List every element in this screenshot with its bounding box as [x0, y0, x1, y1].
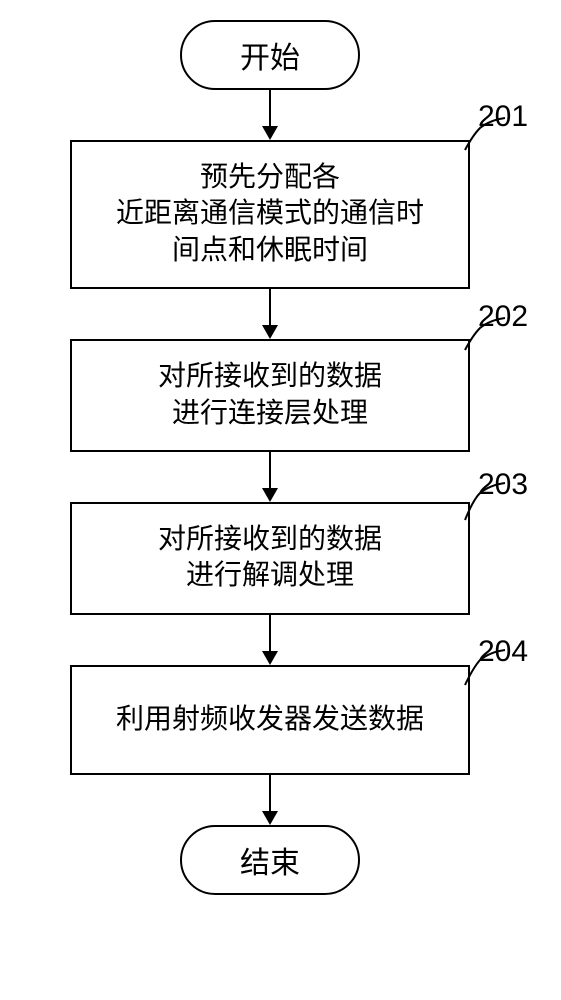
connector-path-203 [465, 483, 505, 520]
connector-201 [0, 0, 561, 1000]
connector-path-204 [465, 650, 505, 685]
connector-path-202 [465, 318, 505, 350]
connector-path-201 [465, 118, 505, 150]
